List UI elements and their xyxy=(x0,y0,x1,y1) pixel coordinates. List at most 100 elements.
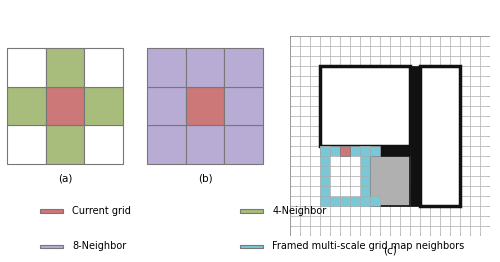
Bar xyxy=(470,126,480,136)
Bar xyxy=(460,126,470,136)
Bar xyxy=(300,56,310,66)
Bar xyxy=(460,86,470,96)
Bar xyxy=(340,46,350,56)
Bar xyxy=(460,146,470,156)
Bar xyxy=(470,106,480,116)
Bar xyxy=(480,156,490,166)
Bar xyxy=(310,186,320,196)
Bar xyxy=(480,106,490,116)
Bar xyxy=(340,226,350,236)
Bar xyxy=(380,216,390,226)
Bar xyxy=(340,146,350,156)
Bar xyxy=(84,87,123,125)
Bar xyxy=(400,176,410,186)
Bar xyxy=(360,146,370,156)
Bar xyxy=(330,186,340,196)
Bar xyxy=(300,46,310,56)
Bar xyxy=(340,206,350,216)
Bar xyxy=(330,166,340,176)
Bar xyxy=(450,206,460,216)
Bar xyxy=(7,125,46,164)
Bar xyxy=(460,186,470,196)
Bar xyxy=(350,186,360,196)
Bar xyxy=(380,46,390,56)
Bar xyxy=(400,226,410,236)
Bar xyxy=(360,156,370,166)
Bar xyxy=(480,126,490,136)
Bar xyxy=(330,186,340,196)
Bar xyxy=(400,186,410,196)
Bar xyxy=(340,216,350,226)
Bar xyxy=(450,36,460,46)
Bar xyxy=(350,216,360,226)
Bar xyxy=(470,56,480,66)
Bar xyxy=(370,36,380,46)
Bar xyxy=(46,48,84,87)
Bar xyxy=(340,196,350,206)
Bar xyxy=(410,226,420,236)
Bar xyxy=(470,166,480,176)
Bar xyxy=(310,136,320,146)
Bar xyxy=(390,176,400,186)
Bar xyxy=(420,206,430,216)
Bar xyxy=(410,36,420,46)
Bar xyxy=(320,166,330,176)
Bar xyxy=(480,196,490,206)
Bar xyxy=(480,46,490,56)
Bar xyxy=(300,146,310,156)
Bar xyxy=(480,36,490,46)
Bar xyxy=(290,166,300,176)
Bar xyxy=(360,146,370,156)
Bar xyxy=(390,156,400,166)
Bar xyxy=(360,186,370,196)
Bar xyxy=(320,186,330,196)
Bar xyxy=(410,56,420,66)
Bar xyxy=(310,76,320,86)
Bar xyxy=(480,56,490,66)
Bar xyxy=(400,206,410,216)
Bar xyxy=(300,156,310,166)
Bar xyxy=(410,216,420,226)
Bar xyxy=(320,146,330,156)
Bar xyxy=(300,126,310,136)
Bar xyxy=(470,146,480,156)
Bar xyxy=(360,226,370,236)
Bar xyxy=(430,226,440,236)
Bar xyxy=(430,56,440,66)
Bar xyxy=(290,46,300,56)
Bar xyxy=(84,48,123,87)
Bar xyxy=(320,186,330,196)
Bar xyxy=(380,206,390,216)
Bar xyxy=(300,216,310,226)
Bar xyxy=(290,216,300,226)
Bar xyxy=(310,146,320,156)
Bar xyxy=(400,216,410,226)
Bar xyxy=(46,87,84,125)
Bar xyxy=(440,206,450,216)
Bar xyxy=(480,176,490,186)
Bar xyxy=(380,56,390,66)
Bar xyxy=(400,156,410,166)
Bar xyxy=(340,186,350,196)
Bar xyxy=(470,116,480,126)
Bar xyxy=(300,76,310,86)
Bar xyxy=(224,48,263,87)
Bar xyxy=(420,46,430,56)
Bar xyxy=(300,196,310,206)
Bar xyxy=(310,156,320,166)
Bar xyxy=(460,216,470,226)
Bar xyxy=(290,126,300,136)
Bar xyxy=(360,166,370,176)
Bar xyxy=(290,196,300,206)
Bar xyxy=(380,156,390,166)
Bar xyxy=(310,176,320,186)
Bar xyxy=(370,196,380,206)
Bar xyxy=(224,87,263,125)
Bar xyxy=(480,96,490,106)
Bar xyxy=(350,156,360,166)
Bar xyxy=(370,206,380,216)
Bar xyxy=(320,56,330,66)
Bar xyxy=(330,56,340,66)
Bar xyxy=(320,206,330,216)
Bar xyxy=(330,36,340,46)
